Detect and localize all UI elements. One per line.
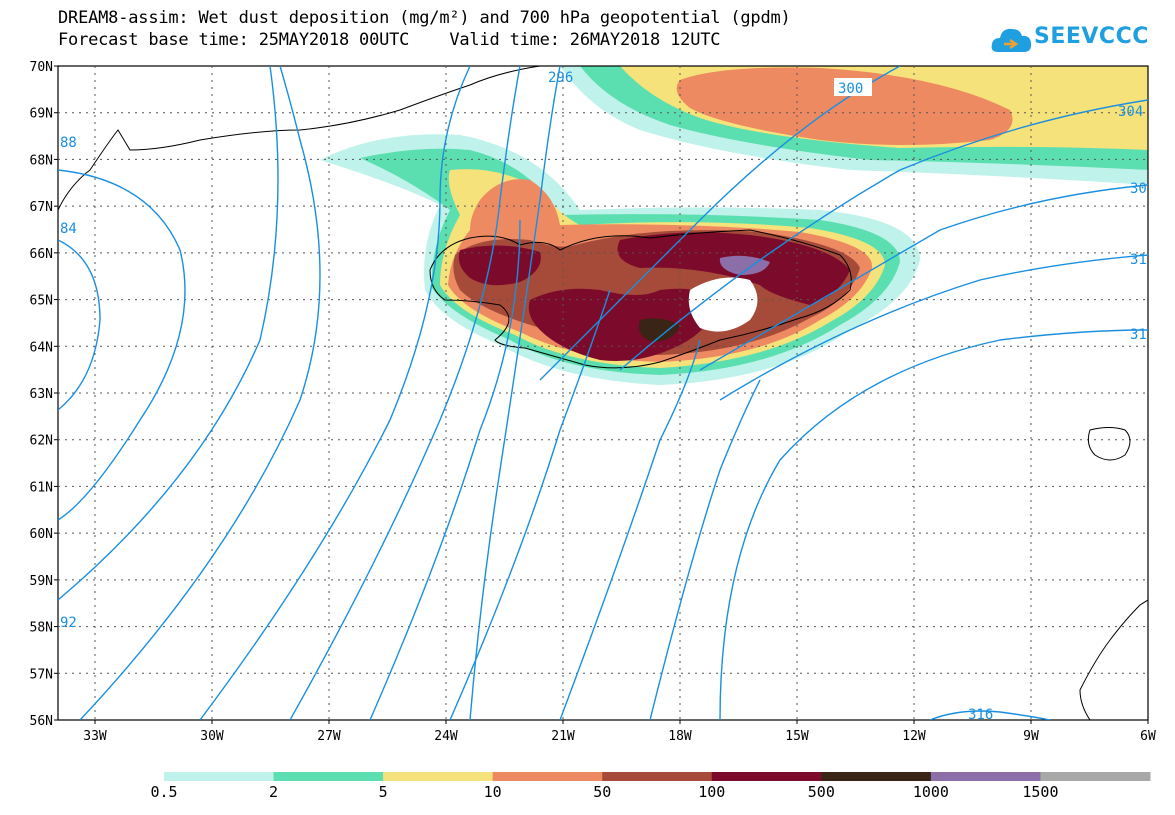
geopotential-contours	[58, 66, 1148, 720]
latitude-labels: 70N 69N 68N 67N 66N 65N 64N 63N 62N 61N 60N 59N 58N 5…	[30, 60, 58, 729]
legend-swatch-4	[602, 772, 713, 781]
lon-label-12W: 12W	[902, 729, 926, 744]
lat-label-63N: 63N	[30, 387, 53, 402]
contour-label-312b: 31	[1130, 327, 1147, 343]
contour-x5	[559, 339, 701, 720]
dust-plume-clear-center	[688, 277, 758, 332]
dust-plume-darkred-west	[458, 245, 541, 286]
legend-label-5: 100	[698, 783, 726, 801]
legend-label-2: 5	[378, 783, 388, 801]
title-line-1: DREAM8-assim: Wet dust deposition (mg/m²…	[58, 8, 791, 28]
lon-label-18W: 18W	[668, 729, 692, 744]
contour-304	[619, 99, 1148, 371]
legend-label-4: 50	[593, 783, 612, 801]
contour-label-300: 300	[838, 81, 863, 97]
legend-swatch-7	[930, 772, 1041, 781]
lat-label-57N: 57N	[30, 667, 53, 682]
contour-label-88: 88	[60, 135, 77, 151]
lat-label-67N: 67N	[30, 200, 53, 215]
legend-swatch-6	[821, 772, 932, 781]
title-line-2: Forecast base time: 25MAY2018 00UTC Vali…	[58, 30, 721, 50]
color-legend	[164, 772, 1151, 781]
contour-label-304: 304	[1118, 104, 1143, 120]
contour-label-308: 30	[1130, 181, 1147, 197]
contour-316	[929, 710, 1051, 720]
contour-label-296: 296	[548, 70, 573, 86]
contour-296	[469, 66, 561, 720]
legend-label-1: 2	[269, 783, 279, 801]
logo-text: SEEVCCC	[1034, 24, 1149, 49]
legend-label-7: 1000	[912, 783, 949, 801]
dust-plume-black	[639, 318, 680, 342]
contour-labels: 296 300 304 30 31 31 316 88 84 92	[60, 70, 1147, 723]
dust-band-north-orange	[676, 67, 1013, 145]
lon-label-9W: 9W	[1023, 729, 1039, 744]
seevccc-logo: SEEVCCC	[990, 22, 1160, 58]
contour-292b	[79, 66, 321, 720]
lon-label-30W: 30W	[200, 729, 224, 744]
contour-292a	[58, 66, 279, 601]
lon-label-33W: 33W	[83, 729, 107, 744]
contour-x3	[369, 219, 521, 720]
lat-label-69N: 69N	[30, 107, 53, 122]
lon-label-15W: 15W	[785, 729, 809, 744]
cloud-icon	[991, 28, 1032, 52]
contour-x4	[449, 289, 611, 720]
legend-swatch-3	[492, 772, 603, 781]
legend-swatch-5	[711, 772, 822, 781]
lon-label-24W: 24W	[434, 729, 458, 744]
legend-label-6: 500	[807, 783, 835, 801]
lon-label-21W: 21W	[551, 729, 575, 744]
contour-312b	[719, 329, 1148, 720]
lat-label-56N: 56N	[30, 714, 53, 729]
legend-label-3: 10	[483, 783, 502, 801]
longitude-labels: 33W 30W 27W 24W 21W 18W 15W 12W 9W 6W	[83, 720, 1156, 744]
contour-300	[539, 66, 901, 381]
iceland-coast	[429, 229, 852, 369]
lon-label-27W: 27W	[317, 729, 341, 744]
contour-x6	[649, 379, 761, 720]
dust-plume-purple	[719, 255, 770, 275]
lat-label-59N: 59N	[30, 574, 53, 589]
lat-label-61N: 61N	[30, 480, 53, 495]
faroe-coast	[1087, 427, 1131, 461]
legend-label-0: 0.5	[150, 783, 178, 801]
contour-284	[58, 239, 101, 411]
legend-swatch-1	[273, 772, 384, 781]
contour-x1	[199, 66, 471, 720]
lat-label-58N: 58N	[30, 621, 53, 636]
lat-label-66N: 66N	[30, 247, 53, 262]
lat-label-62N: 62N	[30, 434, 53, 449]
lon-label-6W: 6W	[1140, 729, 1156, 744]
lat-label-65N: 65N	[30, 294, 53, 309]
contour-label-84: 84	[60, 221, 77, 237]
contour-label-312a: 31	[1130, 252, 1147, 268]
contour-label-316: 316	[968, 707, 993, 723]
legend-swatch-2	[383, 772, 494, 781]
contour-x2	[289, 66, 521, 720]
legend-label-8: 1500	[1022, 783, 1059, 801]
lat-label-60N: 60N	[30, 527, 53, 542]
lat-label-64N: 64N	[30, 340, 53, 355]
contour-288a	[58, 169, 186, 521]
contour-312a	[719, 254, 1148, 401]
lat-label-68N: 68N	[30, 153, 53, 168]
contour-label-92: 92	[60, 615, 77, 631]
legend-swatch-8	[1040, 772, 1151, 781]
legend-swatch-0	[164, 772, 275, 781]
norway-coast	[1079, 599, 1148, 720]
lat-label-70N: 70N	[30, 60, 53, 75]
contour-308	[699, 184, 1148, 371]
